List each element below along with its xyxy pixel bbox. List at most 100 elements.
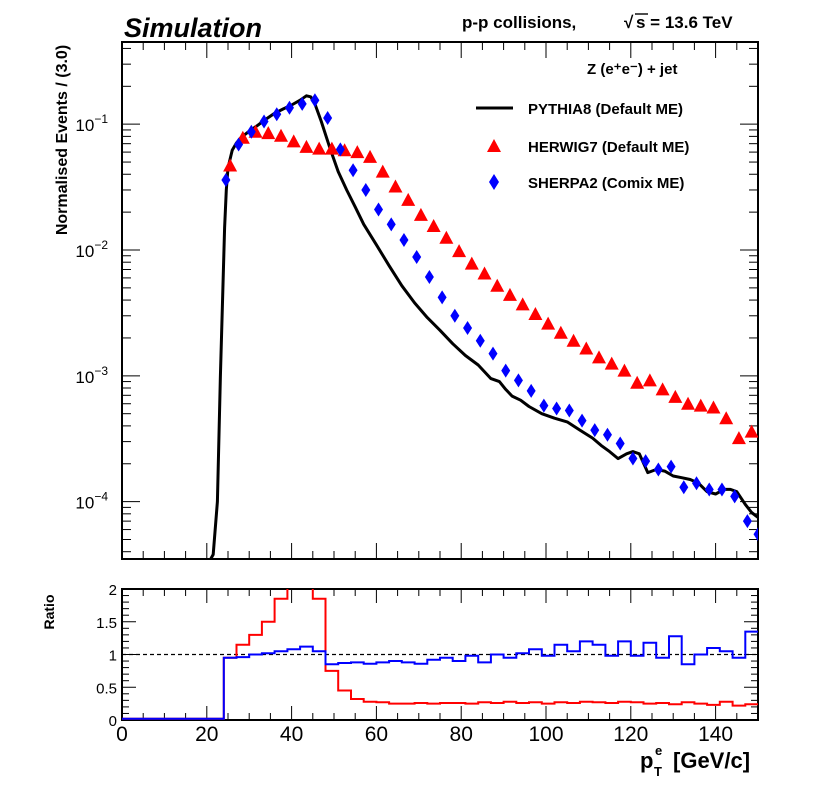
main-y-tick-label: 10−1 <box>75 112 108 135</box>
herwig-point <box>693 398 708 412</box>
herwig-point <box>630 375 645 389</box>
x-axis-label-unit: [GeV/c] <box>673 748 750 773</box>
sherpa-point <box>399 233 409 248</box>
ratio-y-tick-label: 1.5 <box>96 615 117 632</box>
herwig-point <box>439 230 454 244</box>
sherpa-point <box>310 93 320 108</box>
herwig-point <box>553 325 568 339</box>
sherpa-point <box>526 383 536 398</box>
main-y-axis-label: Normalised Events / (3.0) <box>54 45 71 235</box>
sherpa-point <box>564 403 574 418</box>
herwig-point <box>312 141 327 155</box>
sherpa-point <box>221 173 231 188</box>
herwig-point <box>604 356 619 370</box>
herwig-point <box>401 192 416 206</box>
sherpa-point <box>753 527 758 542</box>
sherpa-point <box>259 114 269 129</box>
herwig-point <box>274 128 288 142</box>
legend-herwig-label: HERWIG7 (Default ME) <box>528 139 689 156</box>
sherpa-point <box>653 462 663 477</box>
legend-title: Z (e⁺e⁻) + jet <box>587 61 677 78</box>
herwig-point <box>350 145 365 159</box>
herwig-ratio-step <box>122 589 758 720</box>
herwig-point <box>744 424 758 438</box>
sherpa-point <box>284 100 294 115</box>
herwig-point <box>719 411 734 425</box>
sherpa-point <box>615 436 625 451</box>
sherpa-point <box>463 320 473 335</box>
herwig-point <box>617 363 632 377</box>
sherpa-point <box>704 482 714 497</box>
sherpa-point <box>361 182 371 197</box>
sherpa-point <box>272 107 282 122</box>
x-axis-label-sub: T <box>654 764 662 779</box>
collision-label: p-p collisions, <box>462 13 576 32</box>
ratio-y-tick-label: 0.5 <box>96 680 117 697</box>
energy-label: s = 13.6 TeV <box>636 13 733 32</box>
ratio-x-tick-label: 120 <box>613 723 648 746</box>
ratio-x-tick-label: 40 <box>280 723 303 746</box>
sherpa-point <box>323 110 333 125</box>
ratio-x-tick-label: 20 <box>195 723 218 746</box>
herwig-point <box>668 389 683 403</box>
simulation-label: Simulation <box>124 13 262 43</box>
sherpa-point <box>730 489 740 504</box>
herwig-point <box>223 158 238 172</box>
herwig-point <box>490 278 505 292</box>
ratio-x-tick-labels: 0 20 40 60 80 100 120 140 <box>116 723 733 746</box>
herwig-point <box>731 431 746 445</box>
ratio-plot: 0 0.5 1 1.5 2 0 20 40 60 80 100 120 140 Ratio p T e… <box>41 582 759 779</box>
ratio-x-tick-label: 100 <box>528 723 563 746</box>
main-axis-ticks <box>121 42 759 559</box>
main-y-tick-label: 10−2 <box>75 238 108 261</box>
main-series <box>208 93 758 559</box>
legend-herwig-triangle-swatch <box>487 139 501 152</box>
herwig-point <box>464 256 479 270</box>
sherpa-point <box>742 514 752 529</box>
sherpa-point <box>386 217 396 232</box>
herwig-point <box>655 382 670 396</box>
sherpa-point <box>348 163 358 178</box>
ratio-axis-ticks <box>121 588 759 721</box>
sherpa-point <box>666 459 676 474</box>
herwig-point <box>566 333 581 347</box>
sherpa-point <box>590 423 600 438</box>
ratio-x-tick-label: 80 <box>450 723 473 746</box>
herwig-point <box>579 341 594 355</box>
herwig-point <box>477 266 492 280</box>
ratio-y-tick-label: 0 <box>109 713 117 730</box>
sherpa-point <box>374 202 384 217</box>
sherpa-point <box>552 401 562 416</box>
legend-sherpa-diamond-swatch <box>489 174 499 190</box>
sherpa-point <box>679 480 689 495</box>
x-axis-label-base: p <box>640 748 653 773</box>
ratio-y-tick-labels: 0 0.5 1 1.5 2 <box>96 582 117 730</box>
herwig-point <box>592 350 606 364</box>
legend-sherpa-label: SHERPA2 (Comix ME) <box>528 175 684 192</box>
sherpa-point <box>539 398 549 413</box>
ratio-x-tick-label: 0 <box>116 723 128 746</box>
herwig-point <box>426 219 441 233</box>
x-axis-label: p T e [GeV/c] <box>640 743 750 779</box>
herwig-point <box>261 126 276 140</box>
sherpa-point <box>717 482 727 497</box>
ratio-series <box>122 589 758 720</box>
herwig-point <box>388 179 403 193</box>
sherpa-point <box>475 333 485 348</box>
herwig-point <box>324 141 339 155</box>
legend: Z (e⁺e⁻) + jet PYTHIA8 (Default ME) HERW… <box>476 61 689 192</box>
ratio-y-tick-label: 2 <box>109 582 117 599</box>
sherpa-ratio-step <box>122 630 758 720</box>
sherpa-point <box>577 413 587 428</box>
sherpa-point <box>297 96 307 111</box>
sherpa-point <box>246 124 256 139</box>
ratio-x-tick-label: 60 <box>365 723 388 746</box>
sqrt-symbol: √ <box>624 13 634 32</box>
sherpa-point <box>513 373 523 388</box>
sherpa-point <box>335 142 345 157</box>
herwig-point <box>363 149 378 163</box>
sherpa-point <box>234 137 244 152</box>
herwig-point <box>528 306 543 320</box>
herwig-point <box>375 164 390 178</box>
